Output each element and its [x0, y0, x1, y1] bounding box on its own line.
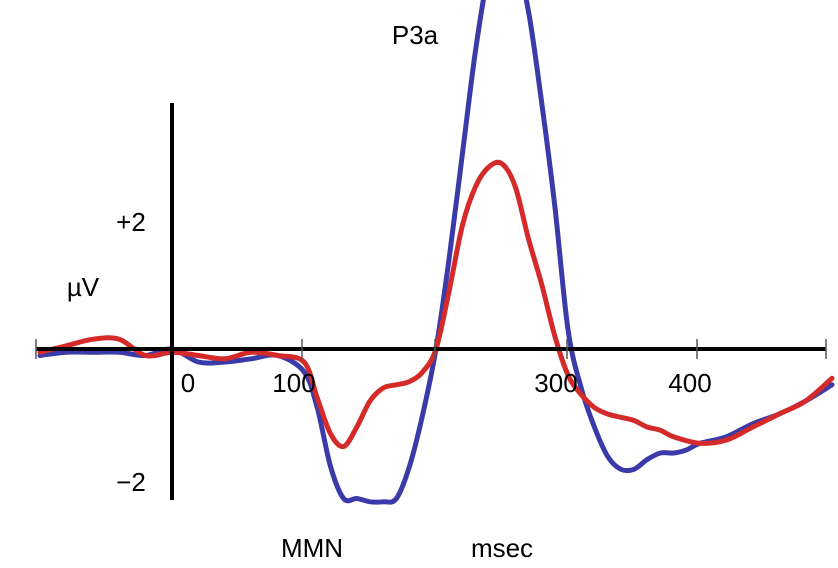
mmn-annotation: MMN — [281, 533, 343, 563]
series-line-blue — [37, 0, 835, 505]
x-axis-label: msec — [471, 533, 533, 563]
y-tick-label-plus2: +2 — [116, 207, 146, 237]
x-tick-label-100: 100 — [272, 368, 315, 398]
x-tick-marks — [35, 339, 827, 359]
series-line-red — [37, 159, 835, 450]
y-axis-label: µV — [67, 272, 100, 302]
x-tick-label-0: 0 — [181, 368, 195, 398]
p3a-annotation: P3a — [392, 20, 439, 50]
y-tick-label-minus2: −2 — [116, 467, 146, 497]
series-layer — [37, 0, 835, 505]
x-tick-label-300: 300 — [534, 368, 577, 398]
x-tick-label-400: 400 — [668, 368, 711, 398]
